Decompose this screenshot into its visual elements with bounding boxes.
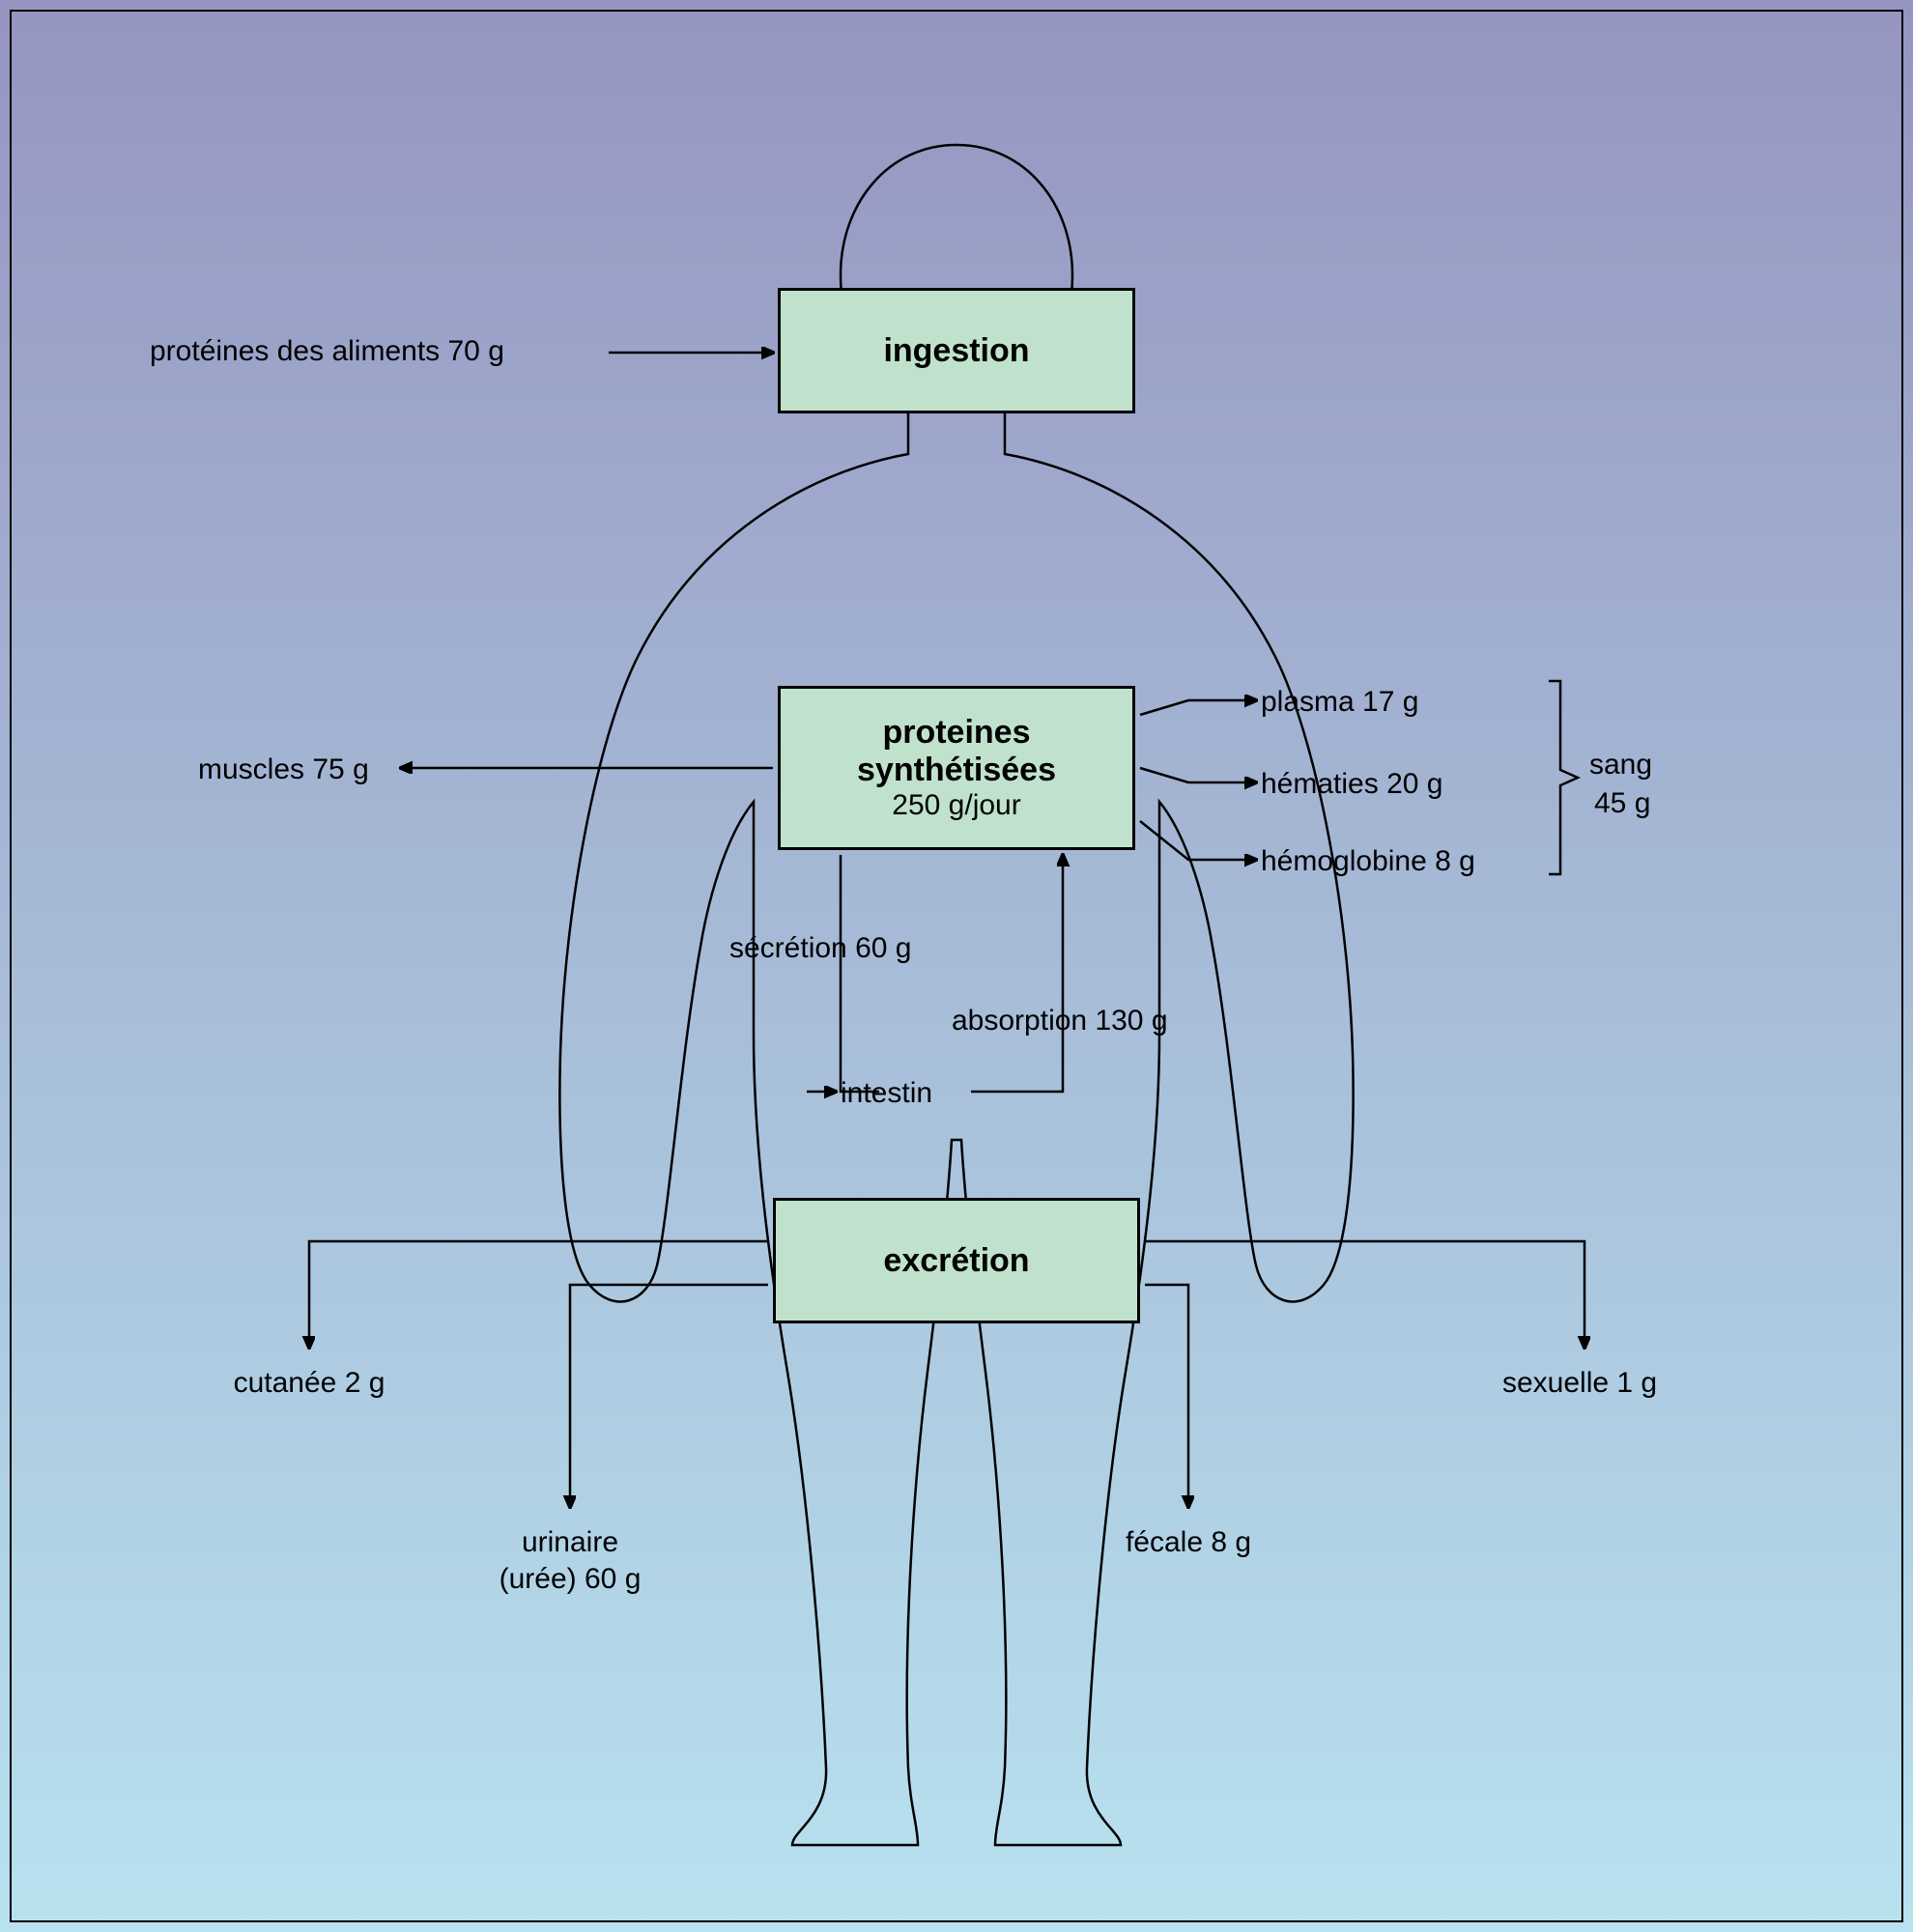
excr-to-urinaire (570, 1285, 768, 1507)
excr-to-fecale (1145, 1285, 1188, 1507)
ingestion-box: ingestion (778, 288, 1135, 413)
label-secretion: sécrétion 60 g (729, 932, 911, 965)
label-plasma: plasma 17 g (1261, 686, 1418, 719)
label-cutanee: cutanée 2 g (234, 1367, 385, 1400)
label-sang: sang (1589, 749, 1652, 781)
label-intestin: intestin (841, 1077, 932, 1110)
proteins-synthesized-subtitle: 250 g/jour (892, 789, 1020, 822)
synth-to-hemoglobine (1140, 821, 1256, 860)
label-sang-value: 45 g (1594, 787, 1650, 820)
label-absorption: absorption 130 g (952, 1005, 1168, 1037)
excretion-box: excrétion (773, 1198, 1140, 1323)
label-urinaire: urinaire (522, 1526, 618, 1559)
label-urinaire-sub: (urée) 60 g (500, 1563, 642, 1596)
label-muscles: muscles 75 g (198, 753, 369, 786)
secretion-down (841, 855, 879, 1092)
excretion-title: excrétion (883, 1242, 1029, 1280)
absorption-up (971, 855, 1063, 1092)
label-hematies: hématies 20 g (1261, 768, 1442, 801)
ingestion-title: ingestion (883, 332, 1029, 370)
label-sexuelle: sexuelle 1 g (1502, 1367, 1657, 1400)
label-hemoglobine: hémoglobine 8 g (1261, 845, 1475, 878)
label-fecale: fécale 8 g (1126, 1526, 1251, 1559)
label-aliments: protéines des aliments 70 g (150, 335, 504, 368)
excr-to-sexuelle (1145, 1241, 1585, 1348)
sang-bracket (1549, 681, 1578, 874)
proteins-synthesized-title: proteines synthétisées (781, 714, 1132, 789)
synth-to-hematies (1140, 768, 1256, 782)
excr-to-cutanee (309, 1241, 768, 1348)
synth-to-plasma (1140, 700, 1256, 715)
proteins-synthesized-box: proteines synthétisées 250 g/jour (778, 686, 1135, 850)
